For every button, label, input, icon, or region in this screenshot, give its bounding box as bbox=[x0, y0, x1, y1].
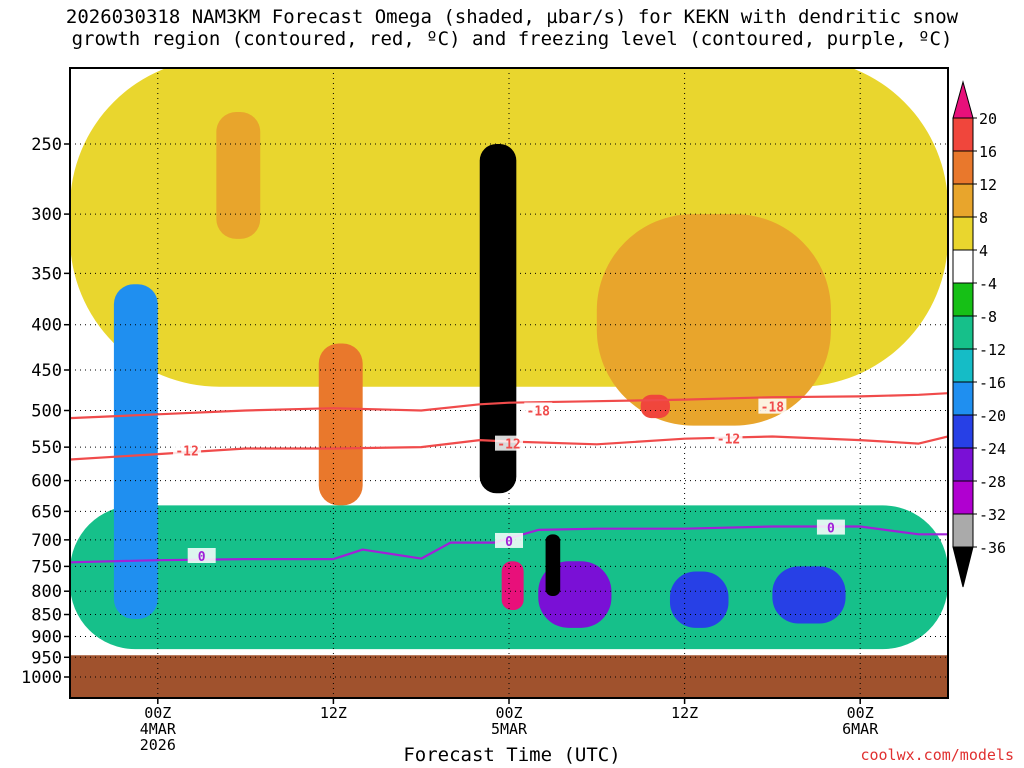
y-tick-label: 950 bbox=[31, 648, 62, 668]
y-tick-label: 750 bbox=[31, 557, 62, 577]
y-tick-label: 1000 bbox=[21, 668, 62, 688]
y-tick-label: 400 bbox=[31, 316, 62, 336]
colorbar-bin bbox=[952, 348, 974, 383]
y-tick-label: 550 bbox=[31, 438, 62, 458]
omega-cell-strong-rising-cell bbox=[501, 561, 524, 610]
y-tick-label: 700 bbox=[31, 531, 62, 551]
colorbar-label: 4 bbox=[979, 242, 988, 260]
grid bbox=[70, 68, 948, 698]
colorbar-bin bbox=[952, 183, 974, 218]
x-tick-label: 00Z bbox=[144, 704, 171, 722]
temperature-contours: -18 -18 -12 -12 -12 0 0 0 bbox=[70, 392, 948, 565]
y-tick-label: 450 bbox=[31, 361, 62, 381]
contour-label-bg bbox=[173, 442, 202, 458]
colorbar-label: -36 bbox=[979, 539, 1006, 557]
colorbar-label: 8 bbox=[979, 209, 988, 227]
contour-label-bg bbox=[495, 532, 523, 548]
y-tick-label: 650 bbox=[31, 502, 62, 522]
y-tick-label: 300 bbox=[31, 205, 62, 225]
colorbar-label: -16 bbox=[979, 374, 1006, 392]
contour-label-bg bbox=[714, 430, 743, 446]
colorbar-label: -24 bbox=[979, 440, 1006, 458]
chart-title-line1: 2026030318 NAM3KM Forecast Omega (shaded… bbox=[65, 6, 959, 28]
contour-label: 0 bbox=[827, 522, 835, 537]
colorbar-bin bbox=[952, 216, 974, 251]
omega-cell-upper-rising-core-3 bbox=[596, 214, 831, 426]
colorbar-label: -4 bbox=[979, 275, 997, 293]
omega-cell-upper-rising-core-2 bbox=[318, 343, 363, 506]
contour-label: -18 bbox=[761, 401, 785, 416]
x-tick-label: 4MAR bbox=[140, 720, 177, 738]
contour-label: 0 bbox=[198, 550, 206, 565]
site-credit[interactable]: coolwx.com/models bbox=[860, 746, 1014, 764]
contour-label-bg bbox=[816, 519, 845, 535]
chart-title-line2: growth region (contoured, red, ºC) and f… bbox=[71, 28, 953, 50]
y-tick-label: 900 bbox=[31, 627, 62, 647]
contour-label: -12 bbox=[175, 445, 198, 460]
contour-label-bg bbox=[187, 548, 216, 564]
omega-cell-strong-sinking-column bbox=[479, 144, 517, 494]
contour-label: -18 bbox=[527, 405, 551, 420]
colorbar-label: 16 bbox=[979, 143, 997, 161]
y-tick-label: 500 bbox=[31, 402, 62, 422]
colorbar-bin bbox=[952, 381, 974, 416]
omega-cell-mid-sinking-core-3 bbox=[669, 571, 729, 628]
colorbar-label: -28 bbox=[979, 473, 1006, 491]
colorbar-bin bbox=[952, 150, 974, 185]
colorbar-label: 20 bbox=[979, 110, 997, 128]
ground-below-surface bbox=[70, 655, 948, 698]
colorbar-bin bbox=[952, 315, 974, 350]
omega-cell-mid-sinking-core-4 bbox=[772, 566, 846, 624]
colorbar-bin bbox=[952, 414, 974, 449]
colorbar-label: -8 bbox=[979, 308, 997, 326]
x-tick-label: 00Z bbox=[847, 704, 874, 722]
colorbar-bin bbox=[952, 282, 974, 317]
y-tick-label: 800 bbox=[31, 582, 62, 602]
y-axis: 2503003504004505005506006507007508008509… bbox=[21, 135, 70, 688]
contour-label: -12 bbox=[717, 433, 740, 448]
colorbar: 20 16 12 8 4 -4 -8 -12 -16 -20 -24 -28 -32 -36 bbox=[952, 80, 1006, 588]
contour--18 bbox=[70, 392, 948, 420]
colorbar-bin bbox=[952, 513, 974, 548]
contour-label-bg bbox=[495, 435, 523, 451]
y-tick-label: 350 bbox=[31, 264, 62, 284]
x-axis-title: Forecast Time (UTC) bbox=[403, 744, 621, 766]
x-tick-label: 00Z bbox=[495, 704, 522, 722]
omega-cell-upper-rising-core-4 bbox=[640, 394, 670, 419]
colorbar-label: -12 bbox=[979, 341, 1006, 359]
colorbar-bin bbox=[952, 249, 974, 284]
contour-label-bg bbox=[524, 402, 553, 418]
contour-label: 0 bbox=[505, 535, 513, 550]
x-tick-label: 6MAR bbox=[842, 720, 879, 738]
colorbar-bin bbox=[952, 447, 974, 482]
colorbar-top-arrow bbox=[952, 80, 974, 119]
x-tick-label: 12Z bbox=[320, 704, 347, 722]
colorbar-label: -32 bbox=[979, 506, 1006, 524]
contour-label: -12 bbox=[497, 438, 520, 453]
x-tick-label: 5MAR bbox=[491, 720, 528, 738]
x-tick-label: 12Z bbox=[671, 704, 698, 722]
omega-cell-strong-sinking-column-2 bbox=[545, 534, 561, 596]
omega-cell-upper-rising-core-1 bbox=[216, 111, 261, 239]
colorbar-label: 12 bbox=[979, 176, 997, 194]
omega-cell-mid-sinking-core-1 bbox=[113, 284, 158, 620]
colorbar-bottom-arrow bbox=[952, 546, 974, 588]
x-tick-label: 2026 bbox=[140, 736, 176, 754]
y-tick-label: 250 bbox=[31, 135, 62, 155]
colorbar-bin bbox=[952, 117, 974, 152]
omega-field bbox=[70, 68, 948, 698]
y-tick-label: 600 bbox=[31, 472, 62, 492]
colorbar-label: -20 bbox=[979, 407, 1006, 425]
contour-label-bg bbox=[758, 398, 787, 414]
colorbar-bin bbox=[952, 480, 974, 515]
y-tick-label: 850 bbox=[31, 606, 62, 626]
